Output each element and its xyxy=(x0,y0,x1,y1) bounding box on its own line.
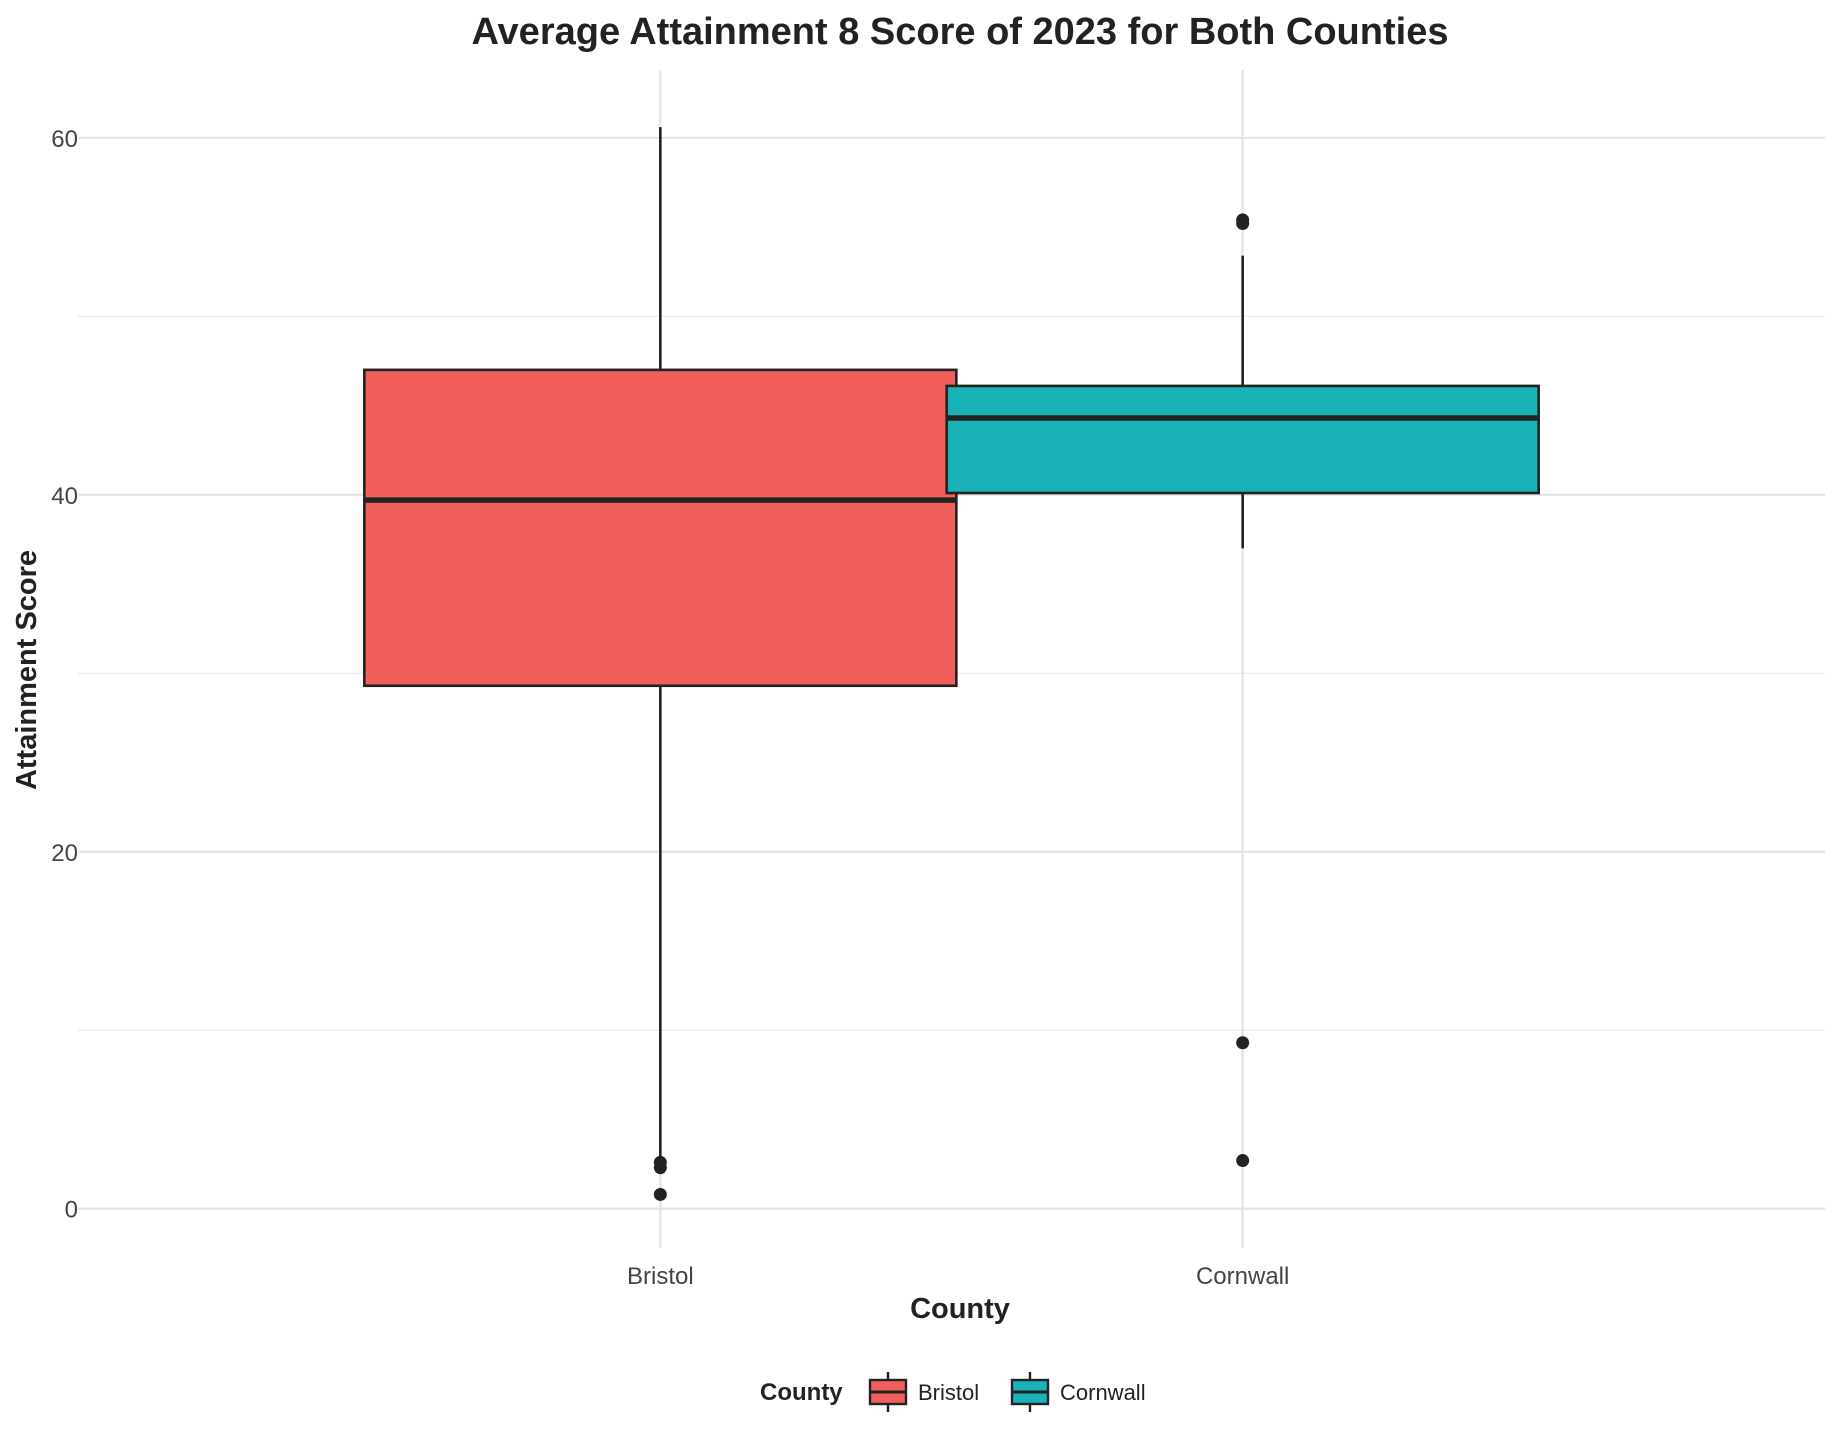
legend-items: Bristol Cornwall xyxy=(868,1372,1146,1412)
iqr-box xyxy=(945,384,1540,495)
x-axis-title: County xyxy=(910,1293,1010,1325)
outlier-point xyxy=(1236,1036,1250,1050)
legend-label: Cornwall xyxy=(1060,1380,1146,1405)
outlier-point xyxy=(653,1187,667,1201)
legend-item-cornwall: Cornwall xyxy=(1010,1372,1146,1412)
iqr-box xyxy=(363,368,958,688)
y-tick-label: 40 xyxy=(51,483,78,510)
box-marks xyxy=(363,127,1540,1201)
y-tick-label: 0 xyxy=(65,1197,78,1224)
outlier-point xyxy=(653,1155,667,1169)
outlier-point xyxy=(1236,213,1250,227)
x-tick-label: Bristol xyxy=(627,1263,694,1290)
legend-title: County xyxy=(760,1379,843,1406)
chart-title: Average Attainment 8 Score of 2023 for B… xyxy=(472,11,1449,53)
x-tick-label: Cornwall xyxy=(1196,1263,1289,1290)
y-axis-ticks: 0 20 40 60 xyxy=(51,126,78,1224)
y-tick-label: 20 xyxy=(51,840,78,867)
y-axis-title: Attainment Score xyxy=(11,550,43,790)
box-bristol xyxy=(363,127,958,1201)
box-cornwall xyxy=(945,213,1540,1168)
y-tick-label: 60 xyxy=(51,126,78,153)
legend-item-bristol: Bristol xyxy=(868,1372,979,1412)
legend-label: Bristol xyxy=(918,1380,979,1405)
outlier-point xyxy=(1236,1154,1250,1168)
legend: County Bristol Cornwall xyxy=(760,1372,1146,1412)
x-axis-ticks: Bristol Cornwall xyxy=(627,1263,1289,1290)
